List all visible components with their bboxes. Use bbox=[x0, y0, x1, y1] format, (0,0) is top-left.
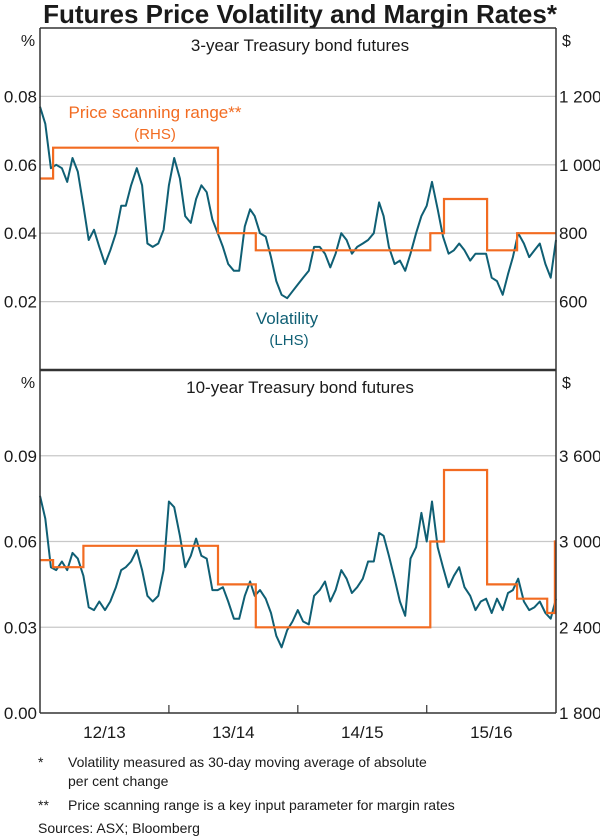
right-tick-label: 1 800 bbox=[559, 704, 600, 723]
right-tick-label: 800 bbox=[559, 224, 587, 243]
panel-title: 10-year Treasury bond futures bbox=[186, 378, 414, 397]
left-tick-label: 0.00 bbox=[4, 704, 37, 723]
right-unit-label: $ bbox=[562, 33, 571, 50]
left-tick-label: 0.09 bbox=[4, 447, 37, 466]
psr-annotation: Price scanning range** bbox=[69, 103, 242, 122]
chart-title: Futures Price Volatility and Margin Rate… bbox=[43, 0, 558, 29]
right-unit-label: $ bbox=[562, 375, 571, 392]
footnote-1-mark: * bbox=[38, 754, 44, 770]
volatility-line bbox=[39, 495, 557, 649]
left-unit-label: % bbox=[21, 375, 35, 392]
x-tick-label: 14/15 bbox=[341, 723, 384, 742]
right-tick-label: 600 bbox=[559, 293, 587, 312]
right-tick-label: 2 400 bbox=[559, 618, 600, 637]
left-tick-label: 0.08 bbox=[4, 87, 37, 106]
footnote-1-line-1: Volatility measured as 30-day moving ave… bbox=[68, 754, 427, 770]
sources: Sources: ASX; Bloomberg bbox=[38, 820, 200, 836]
volatility-line bbox=[39, 106, 557, 300]
right-tick-label: 3 000 bbox=[559, 533, 600, 552]
price-scanning-range-line bbox=[40, 146, 556, 252]
volatility-side-annotation: (LHS) bbox=[269, 332, 308, 349]
footnote-2-line-1: Price scanning range is a key input para… bbox=[68, 797, 455, 813]
left-tick-label: 0.02 bbox=[4, 293, 37, 312]
x-tick-label: 12/13 bbox=[83, 723, 126, 742]
right-tick-label: 3 600 bbox=[559, 447, 600, 466]
left-tick-label: 0.06 bbox=[4, 533, 37, 552]
right-tick-label: 1 200 bbox=[559, 87, 600, 106]
left-tick-label: 0.03 bbox=[4, 618, 37, 637]
price-scanning-range-line bbox=[40, 468, 556, 629]
psr-side-annotation: (RHS) bbox=[134, 126, 176, 143]
left-tick-label: 0.06 bbox=[4, 156, 37, 175]
left-unit-label: % bbox=[21, 33, 35, 50]
volatility-annotation: Volatility bbox=[256, 309, 319, 328]
x-tick-label: 13/14 bbox=[212, 723, 255, 742]
left-tick-label: 0.04 bbox=[4, 224, 37, 243]
panel-title: 3-year Treasury bond futures bbox=[191, 36, 409, 55]
footnote-1-line-2: per cent change bbox=[68, 773, 169, 789]
right-tick-label: 1 000 bbox=[559, 156, 600, 175]
footnote-2-mark: ** bbox=[38, 797, 49, 813]
x-tick-label: 15/16 bbox=[470, 723, 513, 742]
